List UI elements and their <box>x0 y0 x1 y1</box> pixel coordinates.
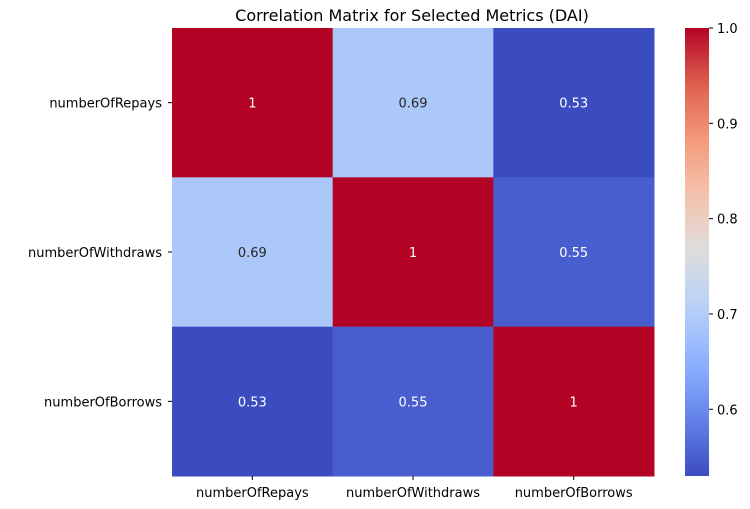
heatmap-cell <box>172 326 334 477</box>
column-labels: numberOfRepays numberOfWithdraws numberOfB… <box>196 476 633 501</box>
colorbar-tick-label: 1.0 <box>717 22 738 37</box>
row-label: numberOfBorrows <box>44 395 162 410</box>
colorbar-tick-label: 0.9 <box>717 117 738 132</box>
column-label: numberOfWithdraws <box>346 486 480 501</box>
cell-value-label: 0.53 <box>559 97 588 112</box>
row-labels: numberOfRepays numberOfWithdraws numberOfB… <box>28 97 172 410</box>
colorbar <box>685 28 709 476</box>
colorbar-ticks: 0.6 0.7 0.8 0.9 1.0 <box>709 22 738 418</box>
heatmap-cell <box>332 326 494 477</box>
heatmap-cell <box>493 177 655 328</box>
heatmap-cell <box>493 326 655 477</box>
cell-value-label: 1 <box>248 97 256 112</box>
cell-value-label: 0.69 <box>399 97 428 112</box>
colorbar-tick-label: 0.7 <box>717 308 738 323</box>
cell-value-label: 0.69 <box>238 246 267 261</box>
cell-value-label: 1 <box>409 246 417 261</box>
chart-title: Correlation Matrix for Selected Metrics … <box>235 6 589 25</box>
column-label: numberOfBorrows <box>515 486 633 501</box>
heatmap-cells: 1 0.69 0.53 0.69 1 0.55 0.53 0.55 1 <box>172 28 655 477</box>
column-label: numberOfRepays <box>196 486 309 501</box>
heatmap-cell <box>332 177 494 328</box>
heatmap-cell <box>493 28 655 178</box>
colorbar-tick-label: 0.8 <box>717 213 738 228</box>
cell-value-label: 0.55 <box>559 246 588 261</box>
heatmap-cell <box>172 177 334 328</box>
colorbar-tick-label: 0.6 <box>717 403 738 418</box>
cell-value-label: 0.53 <box>238 395 267 410</box>
row-label: numberOfWithdraws <box>28 246 162 261</box>
cell-value-label: 0.55 <box>399 395 428 410</box>
cell-value-label: 1 <box>570 395 578 410</box>
heatmap-cell <box>332 28 494 178</box>
row-label: numberOfRepays <box>49 97 162 112</box>
heatmap-cell <box>172 28 334 178</box>
